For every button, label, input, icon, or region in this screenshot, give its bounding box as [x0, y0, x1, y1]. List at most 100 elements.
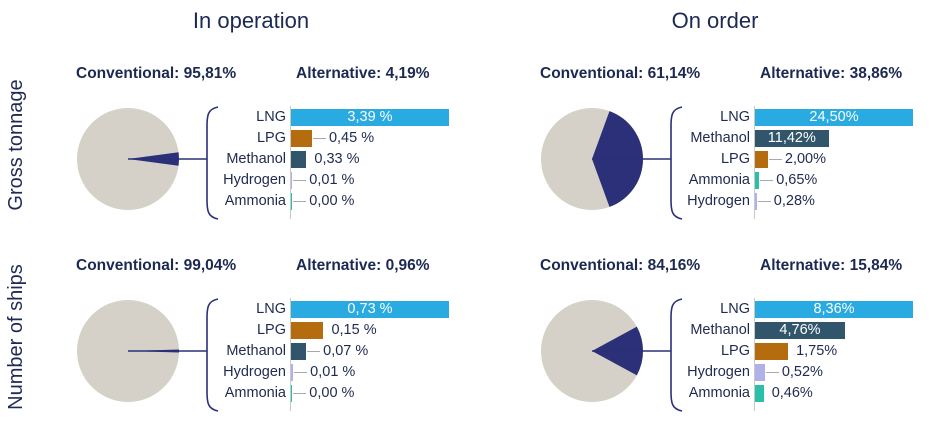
- panel-gross-tonnage-in-operation: Conventional: 95,81% Alternative: 4,19% …: [36, 55, 466, 240]
- fuel-value: 3,39 %: [347, 109, 393, 125]
- fuel-label: LPG: [720, 343, 750, 359]
- leader-line: [293, 201, 307, 202]
- fuel-value: 0,01 %: [310, 364, 356, 380]
- fuel-bar: [755, 193, 757, 210]
- conventional-share-label: Conventional: 99,04%: [76, 257, 237, 274]
- fuel-value: 0,00 %: [309, 193, 355, 209]
- bar-axis-line: [290, 298, 291, 411]
- fuel-bar: [755, 385, 764, 402]
- fuel-label: LPG: [256, 322, 286, 338]
- fuel-value: 0,33 %: [314, 151, 360, 167]
- fuel-label: Hydrogen: [687, 193, 750, 209]
- fuel-row: Ammonia 0,46%: [500, 383, 930, 404]
- leader-line: [293, 180, 307, 181]
- bar-axis-line: [290, 106, 291, 219]
- fuel-row: Methanol 0,07 %: [36, 341, 466, 362]
- fuel-value: 11,42%: [767, 130, 816, 146]
- fuel-value: 0,15 %: [331, 322, 377, 338]
- fuel-row: Hydrogen 0,01 %: [36, 170, 466, 191]
- pie-chart: [77, 106, 219, 220]
- fuel-value: 0,45 %: [328, 130, 375, 146]
- fuel-bar: [291, 364, 294, 381]
- fuel-label: Hydrogen: [223, 172, 286, 188]
- fuel-value: 0,07 %: [323, 343, 369, 359]
- fuel-row: Ammonia 0,00 %: [36, 191, 466, 212]
- legend-brace: [206, 298, 219, 412]
- fuel-label: Methanol: [690, 130, 750, 146]
- fuel-row: LNG 8,36%: [500, 299, 930, 320]
- fuel-row: Ammonia 0,65%: [500, 170, 930, 191]
- fuel-value: 2,00%: [784, 151, 827, 167]
- fuel-label: LNG: [256, 109, 286, 125]
- fuel-bar: [755, 130, 829, 147]
- fuel-row: Hydrogen 0,28%: [500, 191, 930, 212]
- fuel-bar: [291, 343, 307, 360]
- conventional-share-label: Conventional: 84,16%: [540, 257, 701, 274]
- fuel-bar: [755, 364, 765, 381]
- leader-line: [312, 138, 326, 139]
- fuel-bar: [291, 193, 293, 210]
- fuel-bar: [291, 322, 324, 339]
- alternative-share-label: Alternative: 15,84%: [760, 257, 903, 274]
- fuel-bar: [755, 301, 913, 318]
- leader-line: [307, 351, 321, 352]
- leader-line: [294, 372, 308, 373]
- fuel-label: LPG: [720, 151, 750, 167]
- fuel-label: LPG: [256, 130, 286, 146]
- fuel-row: LNG 0,73 %: [36, 299, 466, 320]
- panel-number-of-ships-in-operation: Conventional: 99,04% Alternative: 0,96% …: [36, 247, 466, 432]
- fuel-row: LPG 1,75%: [500, 341, 930, 362]
- fuel-value: 0,28%: [773, 193, 815, 209]
- fuel-bar: [291, 130, 312, 147]
- panel-gross-tonnage-on-order: Conventional: 61,14% Alternative: 38,86%…: [500, 55, 930, 240]
- fuel-value: 8,36%: [813, 301, 855, 317]
- fuel-value: 0,73 %: [347, 301, 393, 317]
- fuel-bar: [755, 172, 760, 189]
- fuel-label: Ammonia: [224, 193, 286, 209]
- fuel-row: Hydrogen 0,52%: [500, 362, 930, 383]
- fuel-value: 24,50%: [809, 109, 859, 125]
- fuel-bar: [755, 151, 768, 168]
- pie-chart: [541, 106, 683, 220]
- alternative-share-label: Alternative: 38,86%: [760, 65, 903, 82]
- fuel-label: Methanol: [690, 322, 750, 338]
- conventional-share-label: Conventional: 95,81%: [76, 65, 237, 82]
- fuel-bar: [755, 109, 913, 126]
- fuel-label: LNG: [256, 301, 286, 317]
- fuel-value: 4,76%: [779, 322, 821, 338]
- leader-line: [760, 180, 774, 181]
- fuel-label: LNG: [720, 301, 750, 317]
- panel-number-of-ships-on-order: Conventional: 84,16% Alternative: 15,84%…: [500, 247, 930, 432]
- fuel-row: LPG 2,00%: [500, 149, 930, 170]
- legend-brace: [670, 106, 683, 220]
- leader-line: [293, 393, 307, 394]
- fuel-bar: [291, 172, 293, 189]
- conventional-share-label: Conventional: 61,14%: [540, 65, 701, 82]
- fuel-row: Hydrogen 0,01 %: [36, 362, 466, 383]
- column-title-in-operation: In operation: [192, 8, 310, 33]
- leader-line: [765, 372, 779, 373]
- row-label-gross-tonnage: Gross tonnage: [5, 79, 27, 211]
- fuel-bar: [755, 343, 789, 360]
- fuel-value: 1,75%: [796, 343, 838, 359]
- fuel-label: LNG: [720, 109, 750, 125]
- fuel-label: Ammonia: [224, 385, 286, 401]
- fuel-bar: [291, 301, 449, 318]
- fuel-row: Methanol 11,42%: [500, 128, 930, 149]
- fuel-row: LPG 0,45 %: [36, 128, 466, 149]
- fuel-row: LPG 0,15 %: [36, 320, 466, 341]
- fuel-bar: [291, 151, 307, 168]
- fuel-label: Ammonia: [688, 385, 750, 401]
- legend-brace: [206, 106, 219, 220]
- fuel-row: Methanol 4,76%: [500, 320, 930, 341]
- leader-line: [768, 159, 782, 160]
- fuel-row: Ammonia 0,00 %: [36, 383, 466, 404]
- pie-chart: [77, 298, 219, 412]
- fuel-label: Hydrogen: [223, 364, 286, 380]
- fuel-label: Ammonia: [688, 172, 750, 188]
- fuel-value: 0,52%: [781, 364, 823, 380]
- fuel-label: Hydrogen: [687, 364, 750, 380]
- bar-axis-line: [754, 298, 755, 411]
- fuel-value: 0,00 %: [309, 385, 355, 401]
- row-label-number-of-ships: Number of ships: [5, 264, 27, 410]
